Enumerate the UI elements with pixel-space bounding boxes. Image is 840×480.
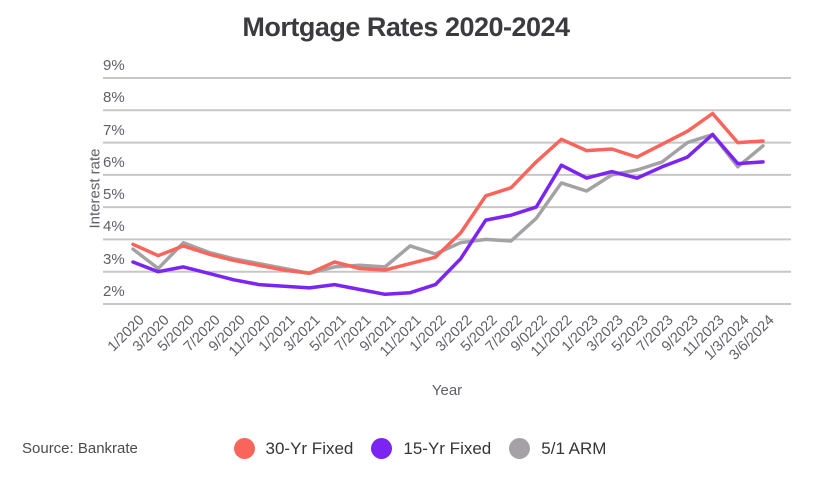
y-tick-label: 8%: [103, 89, 125, 107]
y-tick-label: 3%: [103, 250, 125, 268]
chart-title: Mortgage Rates 2020-2024: [242, 12, 570, 42]
legend-label: 5/1 ARM: [541, 438, 607, 458]
series-line-30-yr-fixed: [131, 111, 765, 276]
legend-label: 30-Yr Fixed: [265, 438, 354, 458]
legend-color-dot-icon: [371, 438, 393, 459]
y-tick-label: 9%: [103, 57, 125, 74]
legend-item-30-yr-fixed: 30-Yr Fixed: [233, 438, 354, 459]
y-axis-title: Interest rate: [86, 148, 104, 229]
x-axis-title: Year: [431, 382, 463, 399]
legend-color-dot-icon: [509, 438, 531, 459]
legend-label: 15-Yr Fixed: [403, 438, 492, 458]
y-tick-label: 6%: [103, 153, 125, 171]
y-tick-label: 2%: [103, 283, 125, 300]
source-attribution: Source: Bankrate: [22, 440, 138, 457]
legend-color-dot-icon: [233, 438, 255, 459]
series-line-5-1-arm: [131, 132, 765, 276]
y-tick-label: 5%: [103, 186, 125, 204]
legend-item-15-yr-fixed: 15-Yr Fixed: [371, 438, 491, 459]
y-tick-label: 7%: [103, 121, 125, 139]
series-line-15-yr-fixed: [131, 132, 765, 297]
chart-legend: 30-Yr Fixed 15-Yr Fixed 5/1 ARM: [0, 438, 840, 459]
y-tick-label: 4%: [103, 218, 125, 236]
legend-item-5-1-arm: 5/1 ARM: [509, 438, 606, 459]
